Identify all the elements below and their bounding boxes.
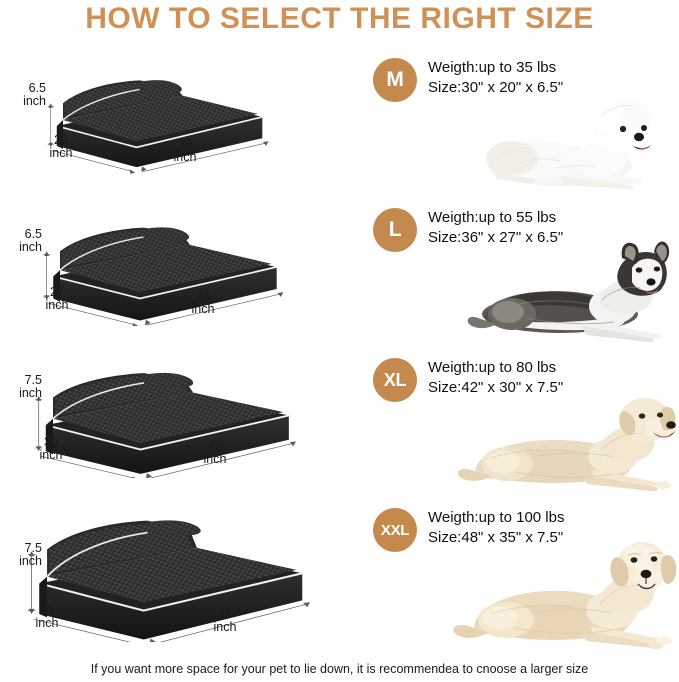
bichon-frise-dog — [460, 88, 675, 193]
dimensions-line: Size:30" x 20" x 6.5" — [428, 78, 564, 96]
dimensions-line: Size:48" x 35" x 7.5" — [428, 528, 564, 546]
weight-line: Weigth:up to 35 lbs — [428, 59, 557, 76]
bed-height-label: 7.5 inch — [19, 373, 42, 401]
size-row: 7.5 inch 35 inch 48 inch XXL Weigth:up to 1… — [0, 498, 679, 656]
dog-bed-diagram — [20, 502, 310, 642]
bed-width-label: 20 inch — [49, 133, 73, 161]
siberian-husky-dog — [450, 234, 678, 346]
yellow-labrador-dog — [440, 532, 679, 654]
size-badge: XXL — [373, 508, 417, 552]
dog-bed-svg — [35, 372, 296, 478]
bed-length-label: 36 inch — [191, 289, 215, 317]
size-row: 7.5 inch 30 inch 42 inch XL Weigth:up to 80… — [0, 348, 679, 498]
weight-line: Weigth:up to 80 lbs — [428, 359, 557, 376]
bed-illustration-cell: 6.5 inch 27 inch 36 inch — [0, 198, 340, 348]
weight-line: Weigth:up to 55 lbs — [428, 209, 557, 226]
bed-length-label: 48 inch — [213, 607, 237, 635]
dog-bed-svg — [43, 227, 284, 326]
dog-photo-svg — [467, 241, 670, 343]
size-spec: Weigth:up to 35 lbs Size:30" x 20" x 6.5… — [428, 58, 563, 98]
bed-length-label: 30 inch — [173, 137, 197, 165]
size-badge: XL — [373, 358, 417, 402]
golden-retriever-dog — [445, 384, 679, 496]
dog-bed-diagram — [40, 56, 270, 174]
size-row: 6.5 inch 20 inch 30 inch M Weigth:up to 35 … — [0, 48, 679, 198]
size-info-cell: M Weigth:up to 35 lbs Size:30" x 20" x 6… — [340, 48, 679, 198]
bed-width-label: 30 inch — [39, 435, 63, 463]
bed-length-label: 42 inch — [203, 439, 227, 467]
size-info-cell: XXL Weigth:up to 100 lbs Size:48" x 35" … — [340, 498, 679, 656]
size-spec: Weigth:up to 55 lbs Size:36" x 27" x 6.5… — [428, 208, 563, 248]
bed-illustration-cell: 6.5 inch 20 inch 30 inch — [0, 48, 340, 198]
dog-bed-diagram — [35, 204, 285, 326]
size-spec: Weigth:up to 100 lbs Size:48" x 35" x 7.… — [428, 508, 564, 548]
bed-height-label: 6.5 inch — [23, 81, 46, 109]
dog-bed-svg — [27, 520, 310, 642]
bed-height-label: 6.5 inch — [19, 227, 42, 255]
size-spec: Weigth:up to 80 lbs Size:42" x 30" x 7.5… — [428, 358, 563, 398]
bed-width-label: 35 inch — [35, 603, 59, 631]
dimensions-line: Size:42" x 30" x 7.5" — [428, 378, 564, 396]
dog-photo-svg — [457, 398, 677, 492]
size-info-cell: XL Weigth:up to 80 lbs Size:42" x 30" x … — [340, 348, 679, 498]
dog-bed-svg — [47, 80, 269, 174]
size-row: 6.5 inch 27 inch 36 inch L Weigth:up to 55 … — [0, 198, 679, 348]
bed-width-label: 27 inch — [45, 285, 69, 313]
dog-photo-svg — [453, 542, 677, 650]
page-title: HOW TO SELECT THE RIGHT SIZE — [85, 2, 594, 35]
footer-note: If you want more space for your pet to l… — [90, 662, 589, 676]
weight-line: Weigth:up to 100 lbs — [428, 509, 565, 526]
bed-illustration-cell: 7.5 inch 30 inch 42 inch — [0, 348, 340, 498]
bed-illustration-cell: 7.5 inch 35 inch 48 inch — [0, 498, 340, 656]
size-badge: M — [373, 58, 417, 102]
size-info-cell: L Weigth:up to 55 lbs Size:36" x 27" x 6… — [340, 198, 679, 348]
dog-photo-svg — [486, 100, 653, 190]
dog-bed-diagram — [28, 352, 296, 478]
bed-height-label: 7.5 inch — [19, 541, 42, 569]
size-badge: L — [373, 208, 417, 252]
dimensions-line: Size:36" x 27" x 6.5" — [428, 228, 564, 246]
